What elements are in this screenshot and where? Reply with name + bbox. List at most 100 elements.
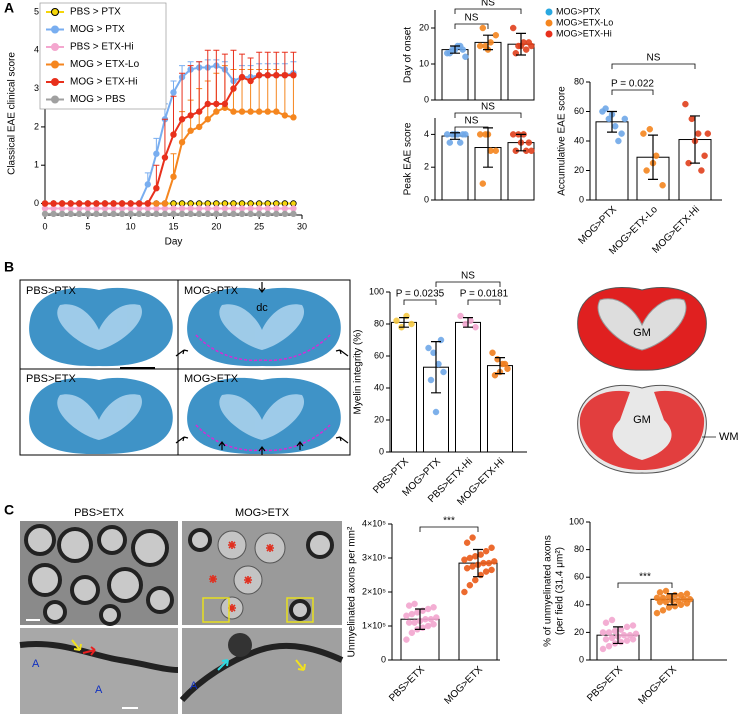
- error-bar: [264, 51, 271, 76]
- x-tick-label: MOG>ETX: [636, 664, 679, 707]
- marker: [178, 205, 186, 212]
- marker: [204, 116, 211, 123]
- marker: [153, 184, 160, 192]
- marker: [213, 205, 220, 212]
- schematic: GM GM WM: [577, 287, 739, 474]
- bar: [441, 135, 469, 201]
- data-point: [485, 559, 493, 567]
- error-bar: [153, 164, 160, 189]
- image-label: A: [190, 680, 198, 692]
- data-point: [602, 105, 609, 112]
- data-point: [403, 636, 410, 643]
- y-axis-label: Unmyelinated axons per mm²: [347, 526, 358, 657]
- image-label: MOG>ETX: [184, 373, 239, 385]
- y-tick-label: 2: [424, 162, 429, 172]
- bracket: [617, 582, 673, 588]
- legend-label: PBS > PTX: [70, 7, 121, 18]
- data-point: [522, 46, 530, 53]
- image-label: WM: [719, 431, 739, 443]
- legend-label: MOG>PTX: [556, 6, 600, 16]
- error-bar: [495, 357, 505, 375]
- data-point: [659, 607, 667, 614]
- data-point: [528, 42, 535, 50]
- data-point: [477, 551, 484, 558]
- annotation: NS: [461, 271, 475, 282]
- y-tick-label: 0: [34, 198, 39, 208]
- panel-letter: C: [4, 502, 14, 518]
- marker: [178, 139, 186, 146]
- marker: [178, 116, 186, 123]
- data-point: [640, 130, 647, 137]
- y-tick-label: 2×10⁵: [362, 586, 386, 596]
- error-bar: [607, 110, 617, 133]
- marker: [221, 100, 229, 108]
- data-point: [605, 642, 613, 650]
- data-point: [479, 180, 487, 187]
- data-point: [457, 312, 464, 320]
- data-point: [492, 31, 500, 39]
- y-tick-label: 60: [574, 106, 584, 116]
- marker: [255, 205, 263, 212]
- histology: PBS>PTX MOG>PTX PBS>ETX MOG>ETX dc: [19, 279, 351, 456]
- marker: [84, 200, 92, 207]
- data-point: [456, 139, 464, 146]
- error-bar: [213, 49, 220, 104]
- marker: [264, 205, 271, 212]
- data-point: [599, 629, 607, 636]
- bar: [391, 321, 417, 453]
- panel-letter: B: [4, 259, 14, 275]
- marker: [153, 200, 160, 207]
- data-point: [688, 115, 696, 123]
- data-point: [656, 589, 664, 596]
- marker: [273, 108, 280, 115]
- marker: [195, 123, 203, 131]
- legend-marker: [51, 43, 59, 51]
- marker: [264, 71, 271, 79]
- error-bar: [170, 95, 177, 135]
- marker: [84, 210, 92, 218]
- y-tick-label: 40: [374, 382, 384, 392]
- data-point: [422, 615, 429, 623]
- marker: [127, 210, 134, 218]
- y-axis-label: (per field (31.4 μm²): [555, 547, 566, 635]
- marker: [238, 210, 246, 218]
- data-point: [665, 604, 673, 611]
- y-tick-label: 40: [574, 135, 584, 145]
- error-bar: [290, 74, 297, 118]
- marker: [144, 200, 151, 207]
- error-bar: [690, 115, 700, 164]
- data-point: [411, 600, 418, 608]
- bracket: [611, 63, 696, 69]
- data-point: [482, 547, 490, 555]
- x-tick-label: 25: [254, 221, 264, 231]
- data-point: [623, 637, 631, 644]
- marker: [230, 108, 237, 115]
- error-bar: [516, 32, 526, 56]
- error-bar: [473, 548, 483, 578]
- y-tick-label: 20: [574, 627, 584, 637]
- y-tick-label: 0: [381, 654, 386, 664]
- marker: [247, 210, 254, 218]
- bracket: [454, 8, 522, 14]
- bracket: [419, 526, 479, 532]
- y-tick-label: 20: [374, 414, 384, 424]
- y-axis-label: Day of onset: [403, 27, 414, 83]
- data-point: [626, 631, 634, 639]
- data-point: [425, 344, 432, 352]
- data-point: [462, 53, 469, 61]
- image-label: MOG>ETX: [235, 507, 290, 519]
- marker: [204, 100, 211, 108]
- data-point: [482, 568, 490, 575]
- data-point: [430, 621, 437, 628]
- error-bar: [281, 72, 288, 116]
- data-point: [393, 317, 400, 325]
- data-point: [618, 130, 625, 137]
- marker: [273, 71, 280, 79]
- image-label: MOG>PTX: [184, 285, 239, 297]
- error-bar: [179, 72, 186, 120]
- legend-box: [39, 2, 167, 110]
- data-point: [424, 622, 432, 630]
- data-point: [620, 631, 628, 639]
- data-point: [662, 587, 670, 595]
- marker: [58, 200, 66, 207]
